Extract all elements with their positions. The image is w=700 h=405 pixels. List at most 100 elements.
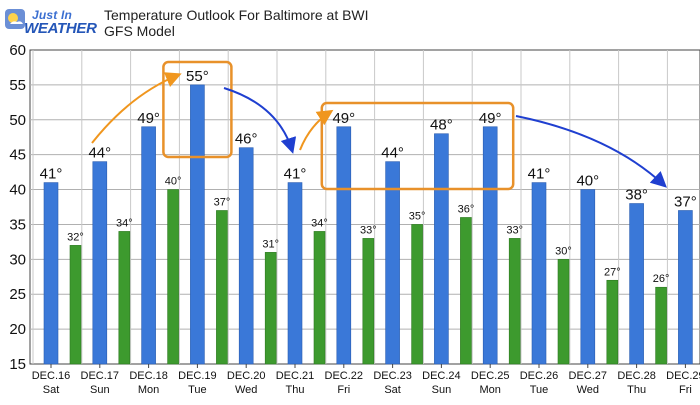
high-temp-label: 55°	[186, 68, 209, 85]
high-temp-label: 41°	[528, 166, 551, 183]
high-temp-bar	[580, 189, 596, 365]
blue-arrow-cooldown	[515, 115, 667, 188]
y-tick-label: 50	[9, 112, 26, 129]
high-temp-bar	[531, 182, 547, 365]
x-tick-date: DEC.23	[373, 370, 412, 382]
low-temp-bar	[557, 259, 570, 365]
high-temp-label: 41°	[40, 166, 63, 183]
high-temp-label: 44°	[381, 145, 404, 162]
highlight-box-week	[320, 101, 515, 191]
x-tick-weekday: Thu	[286, 384, 305, 396]
high-temp-label: 41°	[284, 166, 307, 183]
high-temp-label: 44°	[88, 145, 111, 162]
x-tick-date: DEC.29	[666, 370, 700, 382]
chart-subtitle: GFS Model	[104, 23, 175, 39]
low-temp-bar	[167, 189, 179, 365]
x-tick-weekday: Sun	[90, 384, 110, 396]
low-temp-bar	[313, 231, 326, 365]
low-temp-bar	[118, 231, 131, 365]
high-temp-bar	[678, 210, 693, 365]
high-temp-bar	[92, 161, 108, 365]
high-temp-bar	[238, 147, 254, 365]
x-tick-date: DEC.25	[471, 370, 510, 382]
high-temp-bar	[434, 133, 449, 365]
low-temp-label: 33°	[506, 224, 523, 236]
low-temp-label: 34°	[311, 217, 328, 229]
high-temp-bar	[190, 84, 205, 365]
x-tick-date: DEC.19	[178, 370, 217, 382]
x-tick-date: DEC.22	[325, 370, 364, 382]
low-temp-bar	[411, 224, 423, 365]
x-tick-weekday: Wed	[577, 384, 599, 396]
high-temp-bar	[629, 203, 644, 365]
y-tick-label: 55	[9, 77, 26, 94]
low-temp-label: 37°	[214, 196, 231, 208]
blue-arrow-drop	[223, 87, 297, 154]
x-tick-weekday: Wed	[235, 384, 257, 396]
y-tick-label: 30	[9, 251, 26, 268]
x-tick-date: DEC.27	[569, 370, 608, 382]
chart-title: Temperature Outlook For Baltimore at BWI	[104, 7, 369, 23]
high-temp-label: 40°	[576, 173, 599, 190]
low-temp-bar	[69, 245, 82, 365]
highlight-box-peak	[162, 60, 233, 159]
x-tick-date: DEC.20	[227, 370, 266, 382]
low-temp-label: 35°	[409, 210, 426, 222]
high-temp-bar	[336, 126, 352, 365]
weather-logo-icon	[5, 9, 25, 29]
low-temp-label: 26°	[653, 273, 670, 285]
x-tick-date: DEC.18	[129, 370, 168, 382]
logo-line1: Just In	[32, 8, 73, 22]
x-tick-weekday: Fri	[679, 384, 692, 396]
x-tick-weekday: Tue	[530, 384, 549, 396]
x-tick-weekday: Sat	[384, 384, 401, 396]
just-in-weather-logo: Just In WEATHER	[4, 6, 99, 42]
low-temp-bar	[460, 217, 472, 365]
y-tick-label: 25	[9, 286, 26, 303]
x-tick-date: DEC.24	[422, 370, 461, 382]
high-temp-label: 49°	[137, 110, 160, 127]
x-tick-weekday: Sat	[43, 384, 60, 396]
low-temp-bar	[508, 238, 521, 365]
x-tick-weekday: Mon	[138, 384, 159, 396]
y-tick-label: 20	[9, 321, 26, 338]
low-temp-bar	[362, 238, 375, 365]
y-tick-label: 15	[9, 356, 26, 373]
y-tick-label: 35	[9, 216, 26, 233]
high-temp-label: 48°	[430, 117, 453, 134]
low-temp-label: 27°	[604, 266, 621, 278]
x-tick-date: DEC.21	[276, 370, 315, 382]
low-temp-bar	[264, 252, 277, 365]
low-temp-label: 30°	[555, 245, 572, 257]
x-tick-weekday: Thu	[627, 384, 646, 396]
high-temp-label: 49°	[479, 110, 502, 127]
y-tick-label: 45	[9, 147, 26, 164]
y-tick-label: 40	[9, 182, 26, 199]
low-temp-label: 33°	[360, 224, 377, 236]
orange-arrow-rebound	[299, 109, 334, 151]
low-temp-label: 31°	[262, 238, 279, 250]
x-tick-date: DEC.16	[32, 370, 71, 382]
x-tick-date: DEC.17	[81, 370, 120, 382]
high-temp-label: 38°	[625, 187, 648, 204]
y-tick-label: 60	[9, 42, 26, 59]
low-temp-label: 34°	[116, 217, 133, 229]
high-temp-bar	[287, 182, 303, 365]
x-tick-weekday: Sun	[432, 384, 452, 396]
low-temp-bar	[216, 210, 228, 365]
x-tick-weekday: Mon	[479, 384, 500, 396]
high-temp-label: 37°	[674, 193, 697, 210]
low-temp-bar	[655, 286, 667, 365]
high-temp-label: 46°	[235, 131, 258, 148]
x-tick-weekday: Fri	[337, 384, 350, 396]
high-temp-bar	[482, 126, 498, 365]
x-tick-date: DEC.28	[617, 370, 656, 382]
x-tick-weekday: Tue	[188, 384, 207, 396]
high-temp-bar	[43, 182, 59, 365]
high-temp-bar	[385, 161, 400, 365]
low-temp-bar	[606, 279, 619, 365]
low-temp-label: 40°	[165, 176, 182, 188]
low-temp-label: 32°	[67, 231, 84, 243]
orange-arrow-rise	[91, 72, 182, 144]
